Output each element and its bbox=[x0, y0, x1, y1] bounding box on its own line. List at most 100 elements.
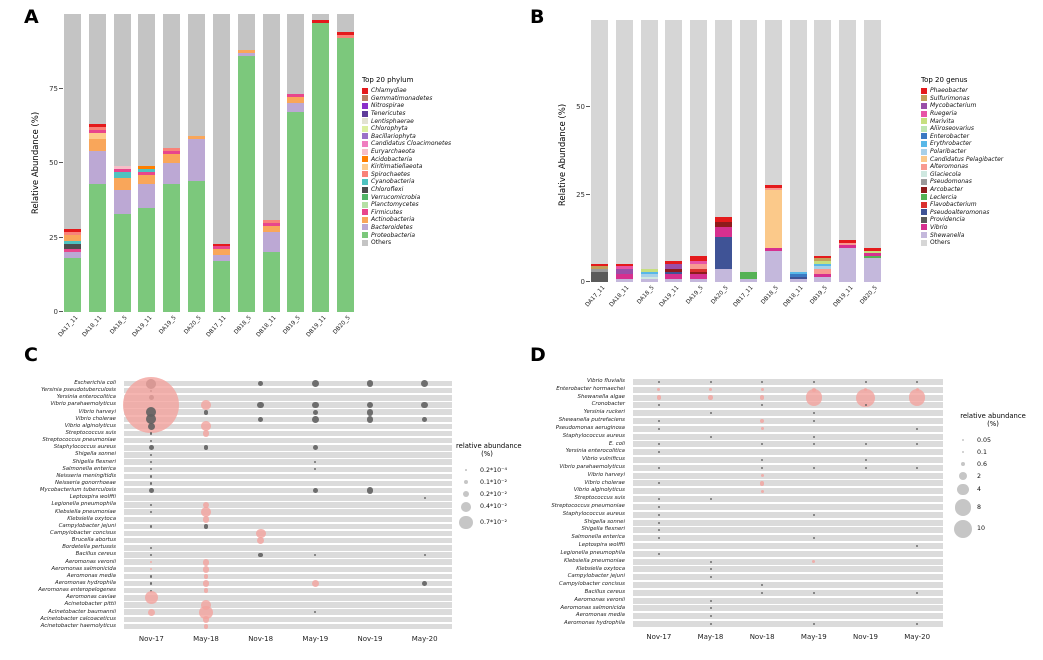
panel-d-species-labels: Vibrio fluvialis Enterobacter hormaechei S… bbox=[521, 378, 629, 628]
legend-item: Planctomycetes bbox=[362, 201, 517, 209]
legend-swatch bbox=[921, 232, 927, 239]
bar-segment bbox=[188, 139, 206, 181]
legend-item: Leclercia bbox=[921, 193, 1041, 201]
row-stripe bbox=[633, 527, 943, 534]
bar-segment bbox=[287, 14, 305, 95]
bar-segment bbox=[64, 234, 81, 241]
data-point bbox=[656, 395, 662, 400]
bar-segment bbox=[64, 243, 81, 250]
bar-segment bbox=[113, 166, 131, 170]
row-stripe bbox=[633, 386, 943, 393]
panel-b-legend-items: Phaeobacter Sulfurimonas Mycobacterium Rueg… bbox=[921, 87, 1041, 246]
bar-segment bbox=[665, 274, 683, 280]
legend-label: Nitrospirae bbox=[371, 102, 405, 110]
legend-swatch bbox=[362, 87, 368, 94]
data-point bbox=[366, 408, 374, 416]
data-point bbox=[657, 427, 660, 430]
legend-swatch bbox=[362, 201, 368, 208]
bar-segment bbox=[690, 20, 708, 256]
legend-swatch bbox=[921, 239, 927, 246]
row-stripe bbox=[633, 496, 943, 503]
bar-segment bbox=[864, 247, 881, 251]
species-label: Escherichia coli bbox=[74, 380, 116, 386]
row-stripe bbox=[633, 441, 943, 448]
species-label: Shigella flexneri bbox=[72, 458, 116, 465]
stacked-bar bbox=[640, 20, 658, 282]
data-point bbox=[203, 409, 209, 415]
stacked-bar bbox=[212, 14, 230, 312]
data-point bbox=[812, 560, 816, 564]
legend-bubble-cell bbox=[953, 519, 973, 538]
legend-swatch bbox=[362, 186, 368, 193]
legend-swatch bbox=[362, 148, 368, 155]
legend-bubble-cell bbox=[953, 472, 973, 481]
x-axis-label-text: DB19_5 bbox=[282, 315, 303, 336]
bar-segment bbox=[591, 266, 608, 269]
legend-size-label: 2 bbox=[977, 472, 982, 480]
legend-label: Vibrio bbox=[930, 223, 948, 231]
data-point bbox=[657, 380, 660, 383]
data-point bbox=[146, 407, 157, 418]
bar-segment bbox=[262, 252, 280, 312]
legend-bubble-cell bbox=[953, 461, 973, 467]
legend-bubble bbox=[461, 502, 471, 512]
legend-label: Sulfurimonas bbox=[930, 94, 970, 102]
legend-item: Aliiroseovarius bbox=[921, 125, 1041, 133]
data-point bbox=[657, 443, 660, 446]
legend-size-label: 8 bbox=[977, 503, 982, 511]
legend-swatch bbox=[921, 194, 927, 201]
data-point bbox=[311, 401, 319, 409]
legend-swatch bbox=[921, 110, 927, 117]
bar-segment bbox=[188, 14, 206, 137]
legend-swatch bbox=[921, 148, 927, 155]
data-point bbox=[147, 608, 155, 616]
bar-segment bbox=[591, 20, 608, 264]
data-point bbox=[916, 623, 919, 626]
bar-segment bbox=[764, 190, 782, 248]
panel-a-plot-area: 0 25 50 75 DA17_11 DA18_11 DA18_5 DA19_11 DA19_5… bbox=[49, 14, 354, 338]
data-point bbox=[150, 432, 153, 435]
row-stripe bbox=[633, 621, 943, 628]
data-point bbox=[709, 560, 712, 563]
bar-segment bbox=[615, 268, 633, 275]
species-label: Yersinia enterocolitica bbox=[56, 394, 116, 401]
legend-item: Mycobacterium bbox=[921, 102, 1041, 110]
bar-segment bbox=[212, 246, 230, 250]
legend-label: Planctomycetes bbox=[371, 201, 419, 209]
stacked-bar bbox=[237, 14, 255, 312]
legend-size-label: 0.05 bbox=[977, 436, 992, 444]
x-axis-label: Nov-19 bbox=[853, 633, 878, 641]
data-point bbox=[708, 395, 713, 400]
legend-label: Firmicutes bbox=[371, 208, 403, 216]
species-label: Streptococcus suis bbox=[574, 495, 625, 502]
data-point bbox=[812, 443, 815, 446]
species-label: Yersinia enterocolitica bbox=[565, 448, 625, 455]
data-point bbox=[812, 435, 815, 438]
x-axis-label-text: DA18_11 bbox=[81, 315, 104, 339]
legend-swatch bbox=[921, 87, 927, 94]
bar-segment bbox=[864, 250, 881, 254]
data-point bbox=[812, 537, 815, 540]
species-label: Streptococcus pneumoniae bbox=[42, 437, 116, 444]
panel-d-letter: D bbox=[530, 344, 546, 366]
pathogen-bubble-panel-c: Escherichia coli Yersinia pseudotuberculo… bbox=[0, 350, 522, 660]
bar-segment bbox=[591, 263, 608, 267]
legend-swatch bbox=[362, 224, 368, 231]
bar-segment bbox=[715, 20, 733, 217]
data-point bbox=[760, 427, 764, 431]
bar-segment bbox=[64, 252, 81, 259]
legend-label: Bacillariophyta bbox=[371, 132, 416, 140]
legend-swatch bbox=[921, 163, 927, 170]
row-stripe bbox=[124, 530, 452, 537]
legend-item: Bacteroidetes bbox=[362, 224, 517, 232]
row-stripe bbox=[124, 595, 452, 601]
row-stripe bbox=[633, 472, 943, 479]
data-point bbox=[657, 388, 661, 392]
stacked-bar bbox=[591, 20, 608, 282]
y-tick-label: 75 bbox=[49, 84, 58, 93]
data-point bbox=[202, 558, 210, 566]
data-point bbox=[657, 552, 660, 555]
species-label: Shigella flexneri bbox=[581, 526, 625, 533]
species-label: Aeromonas hydrophila bbox=[564, 620, 625, 627]
x-axis-label-text: DB19_5 bbox=[809, 285, 830, 306]
